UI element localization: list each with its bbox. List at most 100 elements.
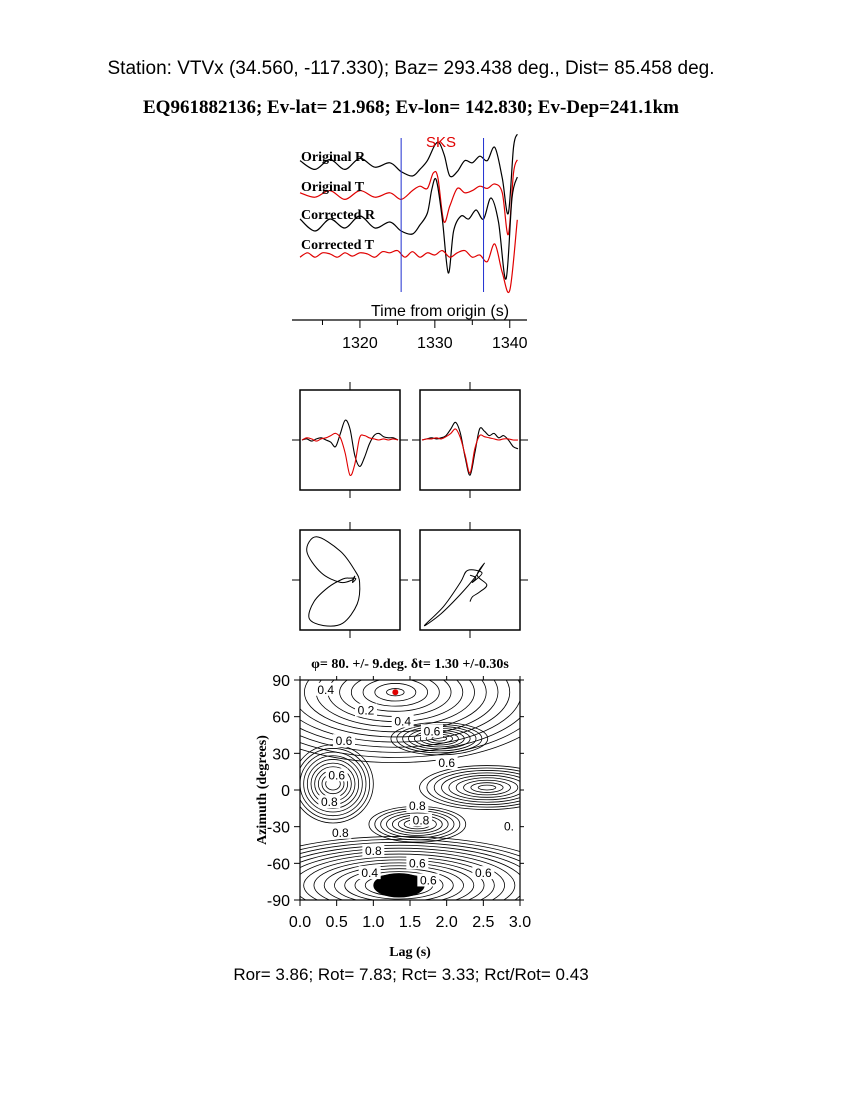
contour-line [300, 836, 520, 853]
contour-label-bg [325, 768, 348, 782]
contour-label-bg [329, 825, 352, 839]
time-axis: 1320 1330 1340 [292, 319, 528, 352]
waveform-traces [299, 133, 518, 293]
small-panels [292, 382, 528, 638]
particle-motion-trace [306, 536, 361, 627]
contour-line [470, 782, 504, 793]
contour-label: 0.8 [321, 795, 338, 809]
contour-line [300, 717, 520, 753]
contour-labels: 0.40.20.40.60.60.60.60.80.8 0.0.80.60.40.… [314, 682, 520, 887]
contour-line [448, 774, 520, 801]
contour-label-bg [406, 856, 429, 870]
windowed-original-panel [292, 382, 408, 498]
windowed-trace-t [301, 432, 399, 477]
trace-original-t [299, 159, 518, 236]
particle-motion-original-panel [292, 522, 408, 638]
grid-search-title: φ= 80. +/- 9.deg. δt= 1.30 +/-0.30s [311, 657, 509, 672]
azimuth-tick-label: 0 [281, 783, 290, 800]
contour-line [386, 688, 405, 697]
lag-tick-label: 1.0 [362, 914, 384, 931]
contour-line [300, 844, 520, 868]
contour-line [300, 838, 520, 857]
contour-line [433, 770, 520, 806]
contour-label: 0.8 [409, 799, 426, 813]
contour-label-bg [355, 703, 377, 717]
trace-corrected-r [299, 176, 518, 280]
contour-line [306, 759, 360, 809]
contour-line [300, 744, 374, 824]
contour-label-bg [391, 714, 414, 728]
time-tick-label: 1320 [342, 335, 378, 352]
contour-line [323, 862, 475, 900]
waveform-panel: Original R Original T Corrected R Correc… [292, 133, 528, 352]
azimuth-tick-label: 90 [272, 673, 290, 690]
contour-label-bg [435, 756, 458, 770]
contour-line [344, 868, 454, 900]
trace-labels: Original R Original T Corrected R Correc… [301, 150, 376, 253]
contour-label: 0.6 [336, 734, 353, 748]
contour-line [463, 779, 511, 796]
contour-line [386, 812, 449, 836]
contour-label-bg [472, 866, 495, 880]
contour-label: 0.8 [365, 844, 382, 858]
lag-tick-label: 3.0 [509, 914, 531, 931]
contour-label: 0.4 [394, 715, 411, 729]
contour-label: 0.4 [317, 683, 334, 697]
windowed-trace-r [301, 419, 399, 467]
trace-corrected-t [299, 219, 518, 293]
contour-label-bg [498, 819, 520, 833]
lag-tick-label: 2.5 [472, 914, 494, 931]
contour-label: 0.6 [420, 873, 437, 887]
time-axis-label: Time from origin (s) [371, 303, 509, 320]
trace-label-corrected-t: Corrected T [301, 238, 375, 253]
station-info: Station: VTVx (34.560, -117.330); Baz= 2… [107, 58, 715, 79]
panel-frame [299, 529, 401, 631]
azimuth-tick-label: 60 [272, 710, 290, 727]
contour-label-bg [318, 795, 341, 809]
contour-label-bg [410, 813, 432, 827]
lag-tick-label: 0.5 [326, 914, 348, 931]
contour-line [354, 871, 444, 900]
contour-label-bg [314, 682, 337, 696]
contour-line [362, 680, 428, 707]
contour-line [303, 856, 495, 900]
azimuth-tick-label: -60 [267, 856, 290, 873]
contour-line [455, 777, 519, 798]
contour-line [477, 784, 497, 791]
trace-label-original-t: Original T [301, 180, 365, 195]
azimuth-tick-label: 30 [272, 746, 290, 763]
grid-axes: 0.0 0.5 1.0 1.5 2.0 2.5 3.0 90 60 30 0 -30 -60 -90 [267, 673, 531, 931]
contour-line [313, 859, 485, 900]
contour-line [300, 680, 499, 738]
time-tick-label: 1330 [417, 335, 453, 352]
particle-motion-trace [423, 562, 488, 627]
contour-label: 0.6 [475, 866, 492, 880]
contour-label: 0.6 [409, 856, 426, 870]
contour-label-bg [406, 798, 429, 812]
contour-label-bg [333, 734, 355, 748]
contour-line [300, 847, 520, 900]
contour-line [426, 767, 520, 808]
energy-ratios: Ror= 3.86; Rot= 7.83; Rct= 3.33; Rct/Rot… [233, 965, 589, 984]
contour-line [419, 765, 520, 810]
phase-label-sks: SKS [426, 134, 456, 151]
azimuth-tick-label: -90 [267, 893, 290, 910]
contour-line [300, 853, 505, 900]
windowed-corrected-panel [412, 382, 528, 498]
azimuth-axis-label: Azimuth (degrees) [255, 735, 270, 845]
contour-line [300, 736, 520, 764]
contour-label: 0.6 [328, 768, 345, 782]
window-markers [400, 138, 485, 292]
particle-motion-corrected-panel [412, 522, 528, 638]
contour-line [300, 850, 516, 900]
contour-line [300, 748, 371, 820]
windowed-trace-r [421, 421, 519, 476]
contour-line [300, 841, 520, 862]
contour-label: 0.4 [361, 866, 378, 880]
event-info: EQ961882136; Ev-lat= 21.968; Ev-lon= 142… [143, 97, 679, 118]
grid-search-panel: φ= 80. +/- 9.deg. δt= 1.30 +/-0.30s 0.4 0… [255, 657, 531, 960]
contour-line [303, 755, 363, 813]
contour-line [350, 680, 440, 712]
contour-line [390, 722, 489, 756]
lag-tick-label: 1.5 [399, 914, 421, 931]
